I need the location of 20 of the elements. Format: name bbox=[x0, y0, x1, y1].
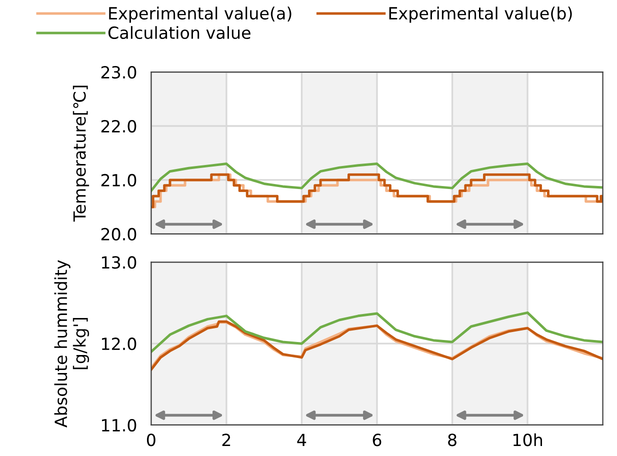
x-tick-label: 6 bbox=[372, 434, 382, 446]
x-tick-label: 0 bbox=[146, 434, 156, 446]
y-axis-title: Absolute hummidity [g/kg'] bbox=[54, 260, 90, 428]
y-axis-title: Temperature[℃] bbox=[72, 86, 90, 222]
y-tick-label: 20.0 bbox=[101, 228, 136, 240]
line-series bbox=[151, 162, 603, 192]
x-tick-label: 4 bbox=[297, 434, 306, 446]
y-tick-label: 23.0 bbox=[101, 66, 136, 79]
x-tick-label: 8 bbox=[448, 434, 456, 446]
legend-label: Calculation value bbox=[108, 26, 250, 40]
y-tick-label: 21.0 bbox=[101, 174, 136, 187]
legend-label: Experimental value(b) bbox=[389, 6, 572, 23]
y-tick-label: 13.0 bbox=[102, 256, 136, 269]
x-tick-label: 10h bbox=[513, 433, 542, 446]
legend-label: Experimental value(a) bbox=[109, 6, 292, 23]
y-tick-label: 11.0 bbox=[102, 418, 136, 432]
x-tick-label: 2 bbox=[222, 434, 230, 446]
y-tick-label: 22.0 bbox=[101, 120, 136, 133]
line-series bbox=[151, 311, 603, 353]
y-tick-label: 12.0 bbox=[102, 338, 136, 350]
